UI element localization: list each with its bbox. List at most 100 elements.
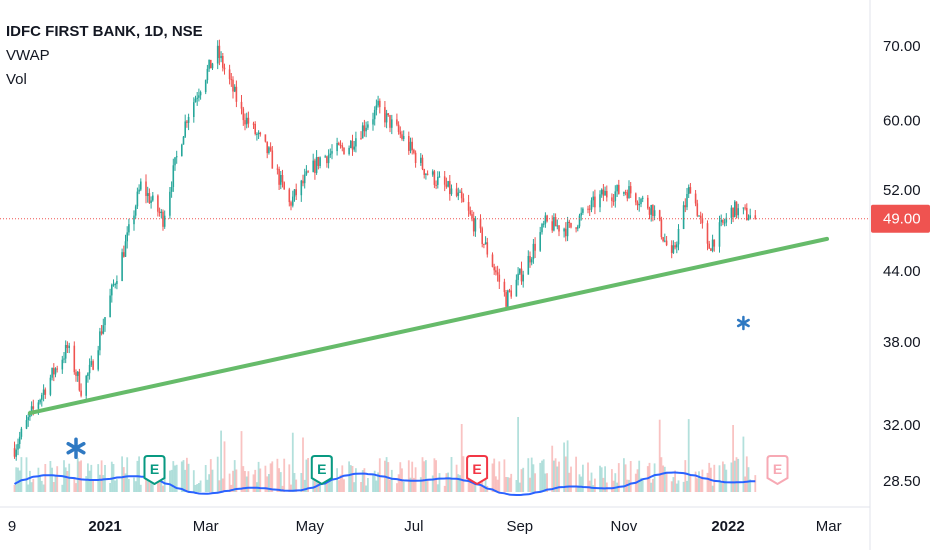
time-tick-label: May [296,518,325,535]
volume-bar [576,485,579,492]
candle-body [49,377,52,395]
price-axis[interactable]: 70.00 60.00 52.00 44.00 38.00 32.00 28.50 49.00 [871,38,930,490]
time-axis[interactable]: 9 2021 Mar May Jul Sep Nov 2022 Mar [8,518,842,535]
candle-body [375,105,378,110]
candle-body [327,155,330,164]
volume-bar [605,482,608,492]
volume-bar [15,467,18,492]
candle-body [387,113,390,116]
volume-bar [723,464,726,492]
candle-body [235,86,238,102]
candle-body [517,273,519,280]
earnings-flag-icon[interactable]: E [143,455,166,486]
candle-body [435,184,437,186]
indicator-vwap-label[interactable]: VWAP [6,47,50,64]
candle-body [208,59,210,69]
candle-body [206,68,209,81]
candle-body [365,127,367,132]
candle-body [708,243,710,249]
candle-body [211,63,214,69]
symbol-title[interactable]: IDFC FIRST BANK, 1D, NSE [6,23,203,40]
candle-body [600,189,603,195]
volume-bar [448,479,451,492]
candle-body [51,367,53,378]
candle-body [744,207,746,209]
candle-body [612,200,615,202]
volume-bar [675,483,678,492]
candle-body [742,207,745,209]
candle-body [423,169,425,175]
candle-body [32,406,35,409]
volume-bar [730,462,733,492]
time-tick-label: Mar [193,518,219,535]
volume-bar [51,467,53,492]
volume-bar [522,467,525,492]
candle-body [411,141,413,150]
volume-bar [677,480,680,492]
volume-bar [39,475,41,492]
candle-body [421,157,424,170]
volume-bar [663,466,666,492]
candle-body [254,124,256,134]
volume-bar [737,458,740,492]
candle-body [18,436,21,444]
volume-bar [409,477,412,492]
volume-bar [650,482,653,492]
volume-bar [459,475,461,492]
candle-body [408,136,410,151]
candle-body [626,192,629,199]
candle-body [479,218,482,229]
volume-bar [682,481,685,492]
asterisk-icon[interactable] [66,437,86,459]
candle-body [216,45,219,64]
candle-body [694,193,697,204]
candle-body [293,189,296,197]
volume-bar [122,467,125,492]
volume-bar [305,459,308,492]
volume-bar [245,476,248,492]
candle-body [662,237,664,242]
candle-body [104,317,106,326]
earnings-flag-icon[interactable]: E [766,455,789,486]
candle-body [68,345,70,348]
candle-body [722,219,724,223]
volume-bar [491,463,494,492]
volume-bar [360,482,362,492]
volume-bar [139,484,142,492]
volume-bar [747,467,750,492]
volume-bar [443,485,446,492]
volume-bar [257,461,260,492]
volume-bar [266,476,269,492]
candle-body [481,228,483,244]
candle-body [136,191,139,207]
candle-body [486,242,489,255]
trendline[interactable] [27,236,829,416]
candle-body [341,145,344,148]
candle-body [718,222,721,247]
volume-bar [604,466,606,492]
volume-bar [534,473,536,492]
volume-bar [438,473,441,492]
candle-body [471,214,473,218]
candle-body [469,210,472,215]
volume-bar [204,465,207,492]
volume-bar [162,485,164,492]
asterisk-icon[interactable] [736,315,750,331]
earnings-flag-icon[interactable]: E [310,455,333,486]
volume-bar [349,465,352,492]
volume-bar [363,468,366,492]
volume-bar [25,457,28,492]
volume-bar [216,456,219,492]
indicator-vol-label[interactable]: Vol [6,71,27,88]
volume-bar [505,477,507,492]
time-tick-label: Jul [404,518,423,535]
candle-body [102,325,105,334]
candle-body [420,157,422,163]
candle-body [360,138,362,140]
volume-bar [314,478,316,492]
candle-body [611,197,613,201]
last-price-badge [871,204,930,233]
earnings-flag-icon[interactable]: E [466,455,489,486]
volume-bar [114,480,117,492]
